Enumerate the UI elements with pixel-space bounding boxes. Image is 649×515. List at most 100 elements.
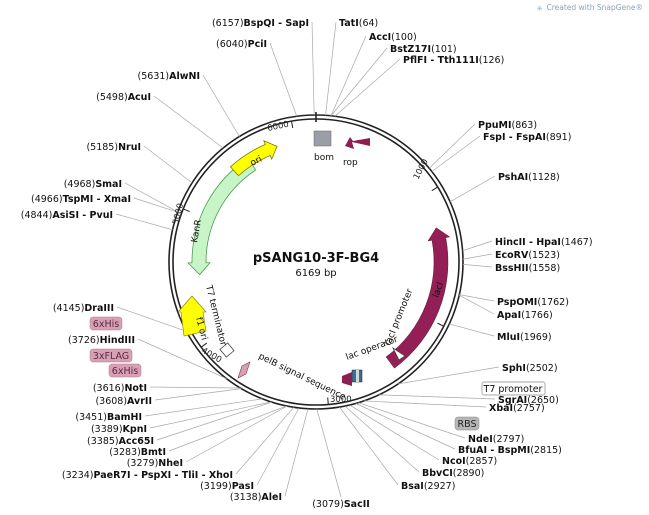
site-smai[interactable]: (4968)SmaI xyxy=(64,179,122,190)
site-pspomi-name: PspOMI xyxy=(497,297,537,308)
site-bmti[interactable]: (3283)BmtI xyxy=(109,447,166,458)
feature-kanr-label: KanR xyxy=(190,219,204,244)
site-acc65i[interactable]: (3385)Acc65I xyxy=(87,436,154,447)
site-bspqi[interactable]: (6157)BspQI - SapI xyxy=(212,18,309,29)
site-paer7i-name: PaeR7I - PspXI - TliI - XhoI xyxy=(94,470,233,481)
site-alwni-position: (5631) xyxy=(138,71,170,82)
site-bbvci[interactable]: BbvCI(2890) xyxy=(422,468,484,479)
site-bsai[interactable]: BsaI(2927) xyxy=(401,481,455,492)
site-noti[interactable]: (3616)NotI xyxy=(93,383,147,394)
leader-acui xyxy=(153,95,224,149)
site-bmti-name: BmtI xyxy=(141,447,166,458)
leader-sgrai xyxy=(378,394,496,400)
feature-kanr[interactable] xyxy=(187,157,257,276)
site-nhei[interactable]: (3279)NheI xyxy=(127,458,183,469)
site-sacii-name: SacII xyxy=(344,499,370,510)
site-ppumi[interactable]: PpuMI(863) xyxy=(478,120,537,131)
leader-hindiii xyxy=(137,338,227,380)
tick-mark-3000 xyxy=(327,397,329,405)
site-ecorv[interactable]: EcoRV(1523) xyxy=(495,250,560,261)
leader-asisi xyxy=(115,213,173,231)
feature-t7-terminator[interactable] xyxy=(219,342,235,358)
site-hincii[interactable]: HincII - HpaI(1467) xyxy=(495,237,593,248)
site-xbai[interactable]: XbaI(2757) xyxy=(489,403,545,414)
leader-ncoi xyxy=(349,404,440,461)
leader-ecorv xyxy=(462,253,493,260)
leader-alwni xyxy=(202,74,240,137)
site-tspmi[interactable]: (4966)TspMI - XmaI xyxy=(31,194,131,205)
site-tspmi-name: TspMI - XmaI xyxy=(63,194,131,205)
site-acui[interactable]: (5498)AcuI xyxy=(96,92,151,103)
site-tati-position: (64) xyxy=(359,18,379,29)
site-draiii[interactable]: (4145)DraIII xyxy=(53,303,114,314)
site-pshai[interactable]: PshAI(1128) xyxy=(498,172,560,183)
site-apai[interactable]: ApaI(1766) xyxy=(497,310,553,321)
site-smai-name: SmaI xyxy=(95,179,122,190)
site-asisi[interactable]: (4844)AsiSI - PvuI xyxy=(21,210,113,221)
site-pflfi-name: PflFI - Tth111I xyxy=(403,55,479,66)
site-xbai-name: XbaI xyxy=(489,403,513,414)
site-bsshii[interactable]: BssHII(1558) xyxy=(495,263,560,274)
site-ncoi[interactable]: NcoI(2857) xyxy=(442,456,497,467)
box-t7-promoter[interactable]: T7 promoter xyxy=(481,381,546,396)
feature-laci-promoter[interactable] xyxy=(391,346,406,361)
site-sacii[interactable]: (3079)SacII xyxy=(312,499,370,510)
site-kpni[interactable]: (3389)KpnI xyxy=(91,424,147,435)
site-asisi-position: (4844) xyxy=(21,210,53,221)
tick-label-4000: 4000 xyxy=(200,346,224,365)
site-hindiii[interactable]: (3726)HindIII xyxy=(68,335,135,346)
leader-pspomi xyxy=(459,294,495,302)
site-tati[interactable]: TatI(64) xyxy=(339,18,378,29)
feature-laci[interactable] xyxy=(385,227,451,369)
site-avrii[interactable]: (3608)AvrII xyxy=(95,396,152,407)
feature-ori[interactable] xyxy=(229,139,278,177)
tick-mark-2000 xyxy=(437,322,444,327)
feature-lac-operator-stripe xyxy=(356,370,359,382)
site-pflfi[interactable]: PflFI - Tth111I(126) xyxy=(403,55,504,66)
site-pasi[interactable]: (3199)PasI xyxy=(200,481,254,492)
site-nrui[interactable]: (5185)NruI xyxy=(86,142,141,153)
site-draiii-position: (4145) xyxy=(53,303,85,314)
site-mlui[interactable]: MluI(1969) xyxy=(497,332,552,343)
site-bstz17i-name: BstZ17I xyxy=(390,44,431,55)
site-alwni[interactable]: (5631)AlwNI xyxy=(138,71,200,82)
site-bstz17i[interactable]: BstZ17I(101) xyxy=(390,44,457,55)
site-apai-position: (1766) xyxy=(521,310,553,321)
box-rbs[interactable]: RBS xyxy=(454,416,480,431)
box-6xhis-bottom[interactable]: 6xHis xyxy=(108,363,142,378)
site-bamhi[interactable]: (3451)BamHI xyxy=(75,412,142,423)
site-fspi[interactable]: FspI - FspAI(891) xyxy=(483,132,571,143)
site-mlui-position: (1969) xyxy=(520,332,552,343)
box-3xflag[interactable]: 3xFLAG xyxy=(89,348,133,363)
site-paer7i[interactable]: (3234)PaeR7I - PspXI - TliI - XhoI xyxy=(62,470,233,481)
snapgene-logo-icon: ✳ xyxy=(536,4,543,13)
leader-draiii xyxy=(116,306,187,332)
site-sgrai-name: SgrAI xyxy=(498,395,527,406)
site-ndei-name: NdeI xyxy=(468,434,493,445)
site-acci[interactable]: AccI(100) xyxy=(369,32,417,43)
site-alei[interactable]: (3138)AleI xyxy=(230,492,282,503)
site-alwni-name: AlwNI xyxy=(169,71,200,82)
leader-apai xyxy=(459,294,495,315)
site-pspomi[interactable]: PspOMI(1762) xyxy=(497,297,569,308)
site-sgrai[interactable]: SgrAI(2650) xyxy=(498,395,559,406)
site-bfuai[interactable]: BfuAI - BspMI(2815) xyxy=(458,445,562,456)
site-ppumi-position: (863) xyxy=(512,120,538,131)
site-pshai-name: PshAI xyxy=(498,172,528,183)
plasmid-name: pSANG10-3F-BG4 xyxy=(253,251,379,266)
site-ndei[interactable]: NdeI(2797) xyxy=(468,434,524,445)
feature-f1-ori[interactable] xyxy=(177,295,207,337)
feature-rop[interactable] xyxy=(345,137,370,149)
site-fspi-position: (891) xyxy=(546,132,572,143)
tick-label-3000: 3000 xyxy=(330,395,352,405)
box-6xhis-top[interactable]: 6xHis xyxy=(89,316,123,331)
feature-bom[interactable] xyxy=(313,130,332,147)
leader-paer7i xyxy=(235,407,294,475)
site-sphi[interactable]: SphI(2502) xyxy=(502,363,558,374)
site-nrui-name: NruI xyxy=(118,142,141,153)
site-sacii-position: (3079) xyxy=(312,499,344,510)
site-alei-position: (3138) xyxy=(230,492,262,503)
feature-promoter-arrow[interactable] xyxy=(342,372,352,386)
site-pcii[interactable]: (6040)PciI xyxy=(216,39,267,50)
feature-pelb[interactable] xyxy=(237,361,251,379)
